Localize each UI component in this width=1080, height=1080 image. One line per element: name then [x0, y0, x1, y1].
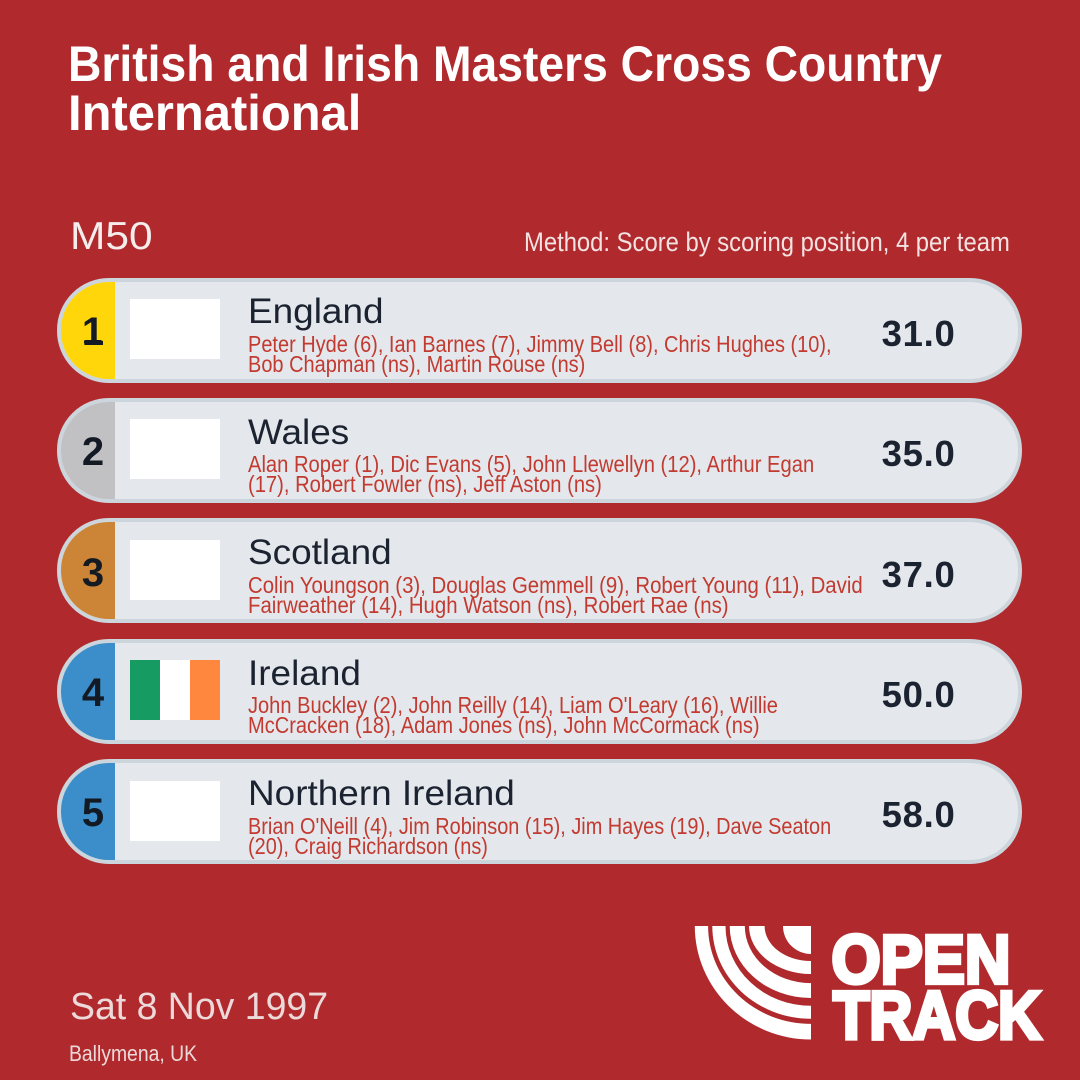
- svg-text:TRACK: TRACK: [833, 979, 1041, 1054]
- svg-text:OPEN: OPEN: [832, 921, 1011, 998]
